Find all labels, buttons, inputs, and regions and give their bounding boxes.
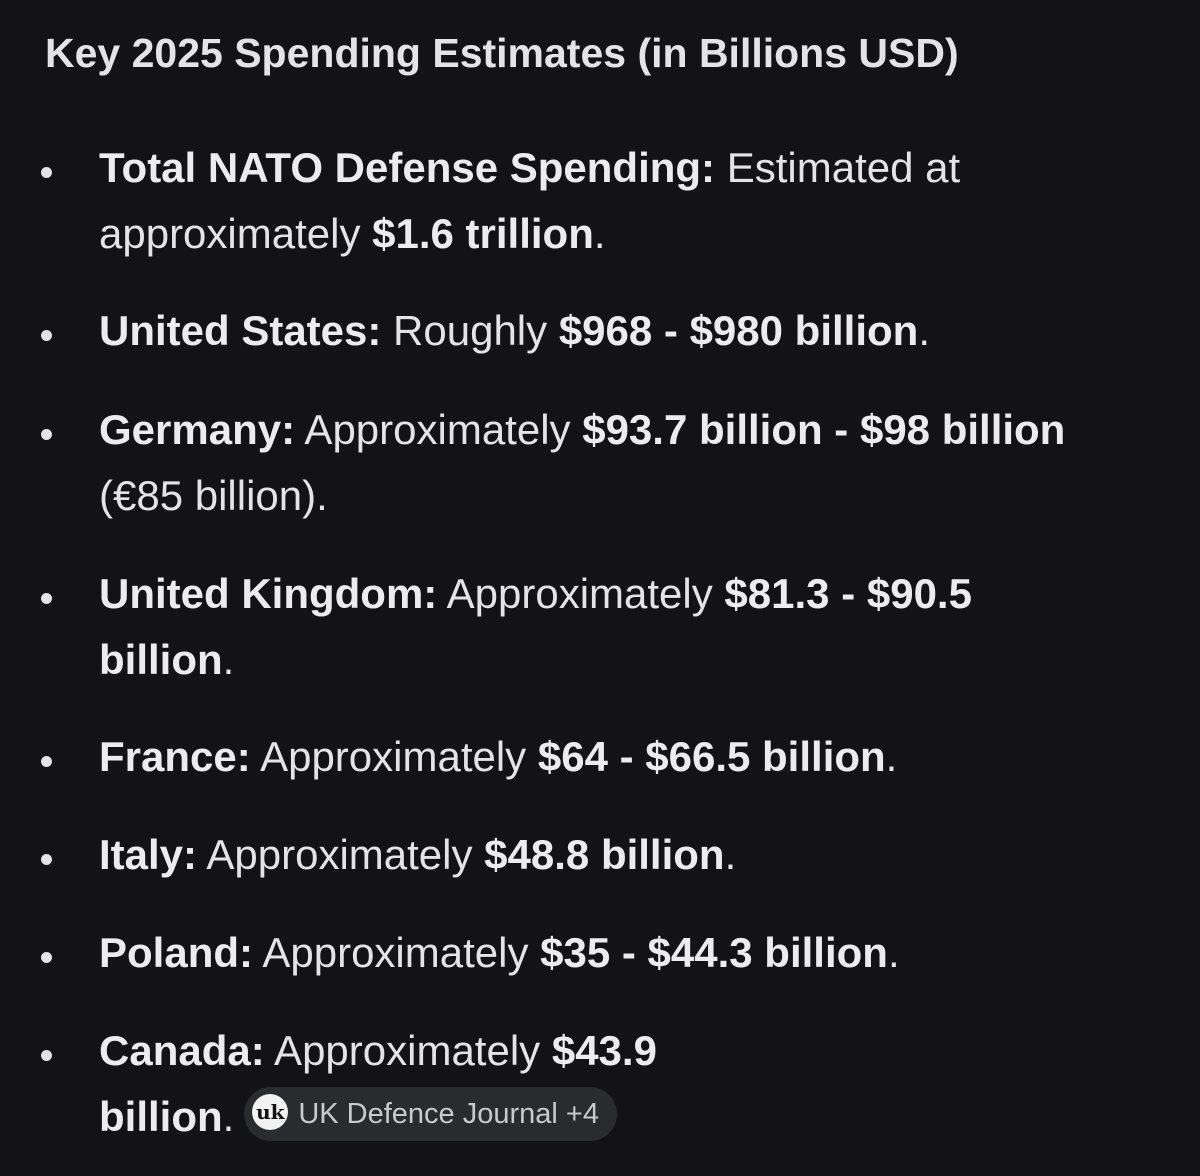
bullet-icon — [41, 756, 52, 767]
item-label: United States: — [99, 307, 382, 354]
bullet-icon — [41, 854, 52, 865]
item-pre: Approximately — [437, 570, 725, 617]
item-post: (€85 billion). — [99, 472, 328, 519]
item-pre: Estimated at approximately — [99, 144, 961, 257]
item-value: $1.6 trillion — [372, 210, 594, 257]
list-item-text: Germany: Approximately $93.7 billion - $… — [99, 397, 1159, 529]
list-item-text: France: Approximately $64 - $66.5 billio… — [99, 724, 1159, 790]
item-value: $968 - $980 billion — [558, 307, 919, 354]
list-item-text: Poland: Approximately $35 - $44.3 billio… — [99, 920, 1159, 986]
bullet-icon — [41, 167, 52, 178]
item-label: Poland: — [99, 929, 253, 976]
item-value: $93.7 billion - $98 billion — [582, 406, 1066, 453]
list-item-text: United States: Roughly $968 - $980 billi… — [99, 298, 1159, 364]
item-value: $48.8 billion — [484, 831, 725, 878]
section-heading: Key 2025 Spending Estimates (in Billions… — [45, 30, 959, 76]
item-pre: Approximately — [264, 1027, 552, 1074]
list-item-text: Total NATO Defense Spending: Estimated a… — [99, 135, 1159, 267]
bullet-icon — [41, 1050, 52, 1061]
item-label: France: — [99, 733, 251, 780]
list-item-text: Italy: Approximately $48.8 billion. — [99, 822, 1159, 888]
item-post: . — [593, 210, 606, 257]
item-value-continued: billion — [99, 1093, 223, 1140]
bullet-icon — [41, 593, 52, 604]
item-value: $64 - $66.5 billion — [537, 733, 886, 780]
item-post: . — [918, 307, 930, 354]
item-pre: Approximately — [295, 406, 583, 453]
item-pre: Roughly — [381, 307, 559, 354]
bullet-icon — [41, 952, 52, 963]
item-value: $35 - $44.3 billion — [540, 929, 888, 976]
item-label: Total NATO Defense Spending: — [99, 144, 716, 191]
uk-defence-journal-logo-icon: uk — [252, 1094, 289, 1131]
item-post: . — [222, 1093, 235, 1140]
item-post: . — [724, 831, 737, 878]
bullet-icon — [41, 330, 52, 341]
item-label: Italy: — [99, 831, 198, 878]
source-chip-label: UK Defence Journal +4 — [298, 1097, 599, 1130]
item-label: Germany: — [99, 406, 296, 453]
item-post: . — [887, 929, 900, 976]
item-post: . — [885, 733, 898, 780]
item-pre: Approximately — [250, 733, 538, 780]
item-post: . — [222, 636, 235, 683]
bullet-icon — [41, 429, 52, 440]
list-item-text: United Kingdom: Approximately $81.3 - $9… — [99, 561, 1059, 693]
item-value: $81.3 - $90.5 billion — [99, 570, 972, 683]
item-value: $43.9 — [551, 1027, 657, 1074]
item-pre: Approximately — [197, 831, 485, 878]
source-chip[interactable]: uk UK Defence Journal +4 — [244, 1086, 617, 1141]
list-item-text: Canada: Approximately $43.9 billion. uk UK … — [99, 1018, 859, 1150]
item-label: Canada: — [99, 1027, 265, 1074]
item-pre: Approximately — [253, 929, 541, 976]
item-label: United Kingdom: — [99, 570, 438, 617]
